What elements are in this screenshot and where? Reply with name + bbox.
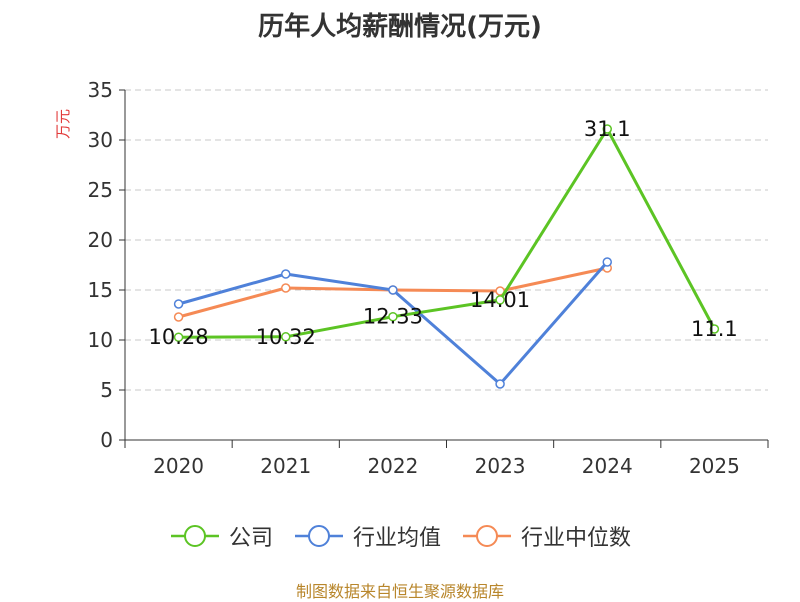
data-label: 10.28 (149, 325, 209, 349)
data-point (495, 379, 505, 389)
source-note: 制图数据来自恒生聚源数据库 (295, 582, 504, 601)
legend-label: 行业中位数 (521, 526, 632, 551)
data-point (495, 295, 505, 305)
data-point (281, 269, 291, 279)
legend-item[interactable]: 公司 (169, 520, 273, 552)
x-tick-label: 2021 (260, 454, 311, 478)
chart-title: 历年人均薪酬情况(万元) (258, 12, 542, 42)
y-tick-label: 25 (88, 178, 113, 202)
y-tick-label: 10 (88, 328, 113, 352)
data-point (388, 285, 398, 295)
y-tick-label: 35 (88, 78, 113, 102)
x-tick-label: 2024 (582, 454, 633, 478)
y-axis-label: 万元 (54, 109, 72, 139)
data-label: 12.33 (363, 305, 423, 329)
data-label: 14.01 (470, 288, 530, 312)
data-point (173, 332, 184, 342)
data-point (173, 299, 184, 309)
data-labels: 10.28 10.32 12.33 14.01 31.1 11.1 (149, 117, 738, 349)
data-label: 31.1 (584, 117, 631, 141)
data-point (281, 332, 291, 342)
x-tick-label: 2022 (367, 454, 418, 478)
data-label: 10.32 (256, 325, 316, 349)
data-point (388, 311, 398, 322)
legend-swatch (294, 525, 343, 547)
y-tick-label: 0 (100, 428, 113, 452)
y-tick-label: 5 (100, 378, 113, 402)
legend-item[interactable]: 行业均值 (293, 520, 441, 552)
x-tick-label: 2025 (689, 454, 740, 478)
series-lines (173, 124, 720, 389)
legend-label: 行业均值 (352, 526, 441, 551)
y-tick-label: 30 (88, 128, 113, 152)
data-point (173, 312, 184, 322)
y-tick-label: 15 (88, 278, 113, 302)
data-label: 11.1 (691, 317, 738, 341)
legend-swatch (463, 525, 511, 547)
x-tick-label: 2023 (475, 454, 526, 478)
y-tick-label: 20 (88, 228, 113, 252)
legend: 公司 行业均值 行业中位数 (0, 520, 800, 552)
series-line (178, 127, 716, 339)
grid-lines (125, 89, 768, 391)
x-tick-label: 2020 (153, 454, 204, 478)
legend-label: 公司 (228, 526, 273, 551)
legend-swatch (170, 525, 219, 547)
data-point (281, 283, 291, 293)
data-point (709, 324, 720, 334)
data-point (602, 257, 612, 267)
legend-item[interactable]: 行业中位数 (461, 520, 631, 552)
data-point (602, 124, 612, 134)
